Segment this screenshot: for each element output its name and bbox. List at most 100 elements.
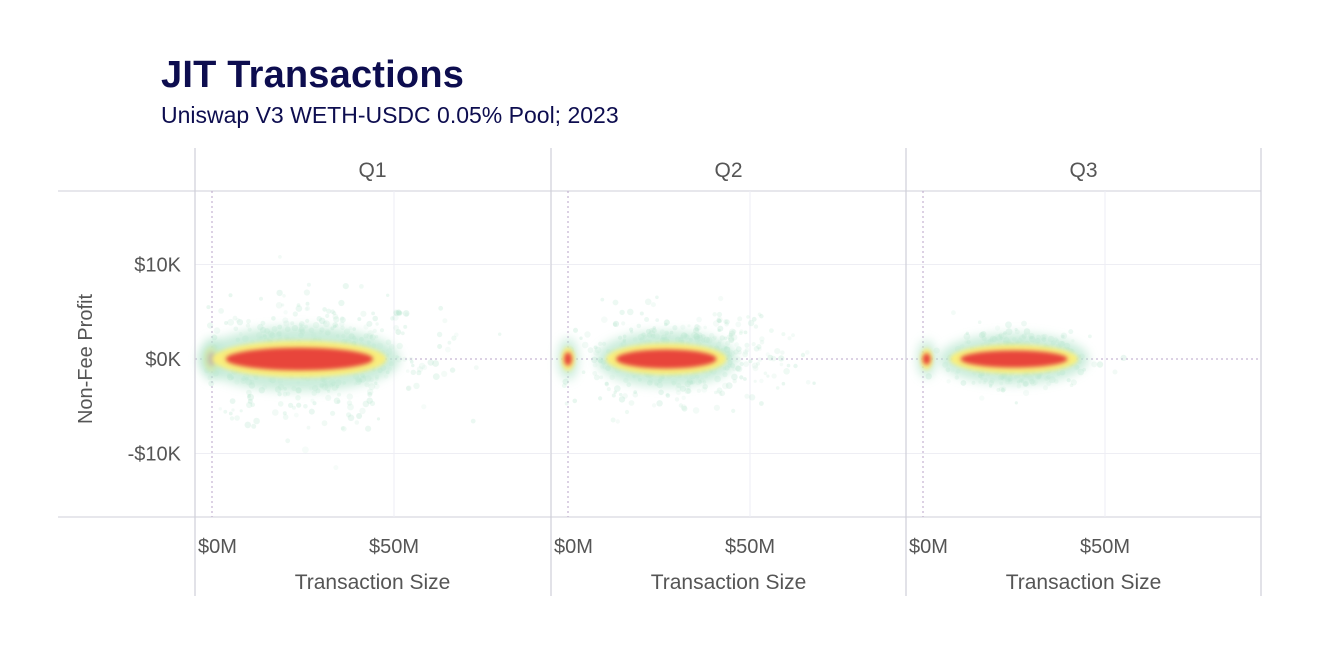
scatter-point <box>340 325 345 330</box>
scatter-point <box>413 382 420 390</box>
scatter-point <box>229 398 236 404</box>
x-tick-label: $0M <box>554 536 593 558</box>
scatter-point <box>572 398 578 404</box>
scatter-point <box>743 349 749 355</box>
scatter-point <box>213 327 221 334</box>
scatter-point <box>347 414 355 422</box>
scatter-point <box>712 320 720 327</box>
scatter-point <box>1023 389 1030 397</box>
scatter-point <box>696 316 702 323</box>
scatter-point <box>664 319 670 326</box>
scatter-point <box>367 388 374 396</box>
scatter-point <box>757 312 762 317</box>
scatter-point <box>581 341 589 349</box>
scatter-point <box>305 301 310 306</box>
scatter-point <box>298 323 303 328</box>
scatter-point <box>728 332 733 337</box>
scatter-points-q2 <box>557 295 816 424</box>
scatter-point <box>598 341 603 346</box>
y-axis-title: Non-Fee Profit <box>75 294 97 424</box>
scatter-point <box>612 320 620 327</box>
scatter-point <box>296 303 301 307</box>
scatter-point <box>339 321 345 327</box>
scatter-point <box>737 350 742 355</box>
scatter-point <box>759 314 764 319</box>
y-tick-label: $10K <box>134 255 181 277</box>
scatter-point <box>1021 320 1027 327</box>
scatter-point <box>360 310 367 317</box>
scatter-point <box>1001 386 1007 392</box>
scatter-point <box>333 324 337 329</box>
scatter-point <box>630 330 634 334</box>
scatter-point <box>751 362 759 369</box>
scatter-point <box>731 373 738 381</box>
scatter-point <box>282 411 287 416</box>
scatter-point <box>323 320 330 328</box>
scatter-point <box>678 403 684 408</box>
scatter-point <box>996 387 1001 392</box>
scatter-point <box>447 340 452 345</box>
scatter-point <box>728 330 736 337</box>
scatter-point <box>766 374 770 378</box>
scatter-point <box>322 307 327 312</box>
scatter-point <box>759 378 764 384</box>
scatter-point <box>352 327 357 331</box>
scatter-point <box>729 328 736 336</box>
scatter-point <box>611 393 616 398</box>
scatter-point <box>312 321 320 329</box>
scatter-point <box>627 308 634 316</box>
scatter-point <box>451 335 457 341</box>
scatter-point <box>719 390 726 397</box>
scatter-point <box>1061 334 1065 339</box>
scatter-point <box>757 357 763 362</box>
scatter-point <box>701 386 708 393</box>
scatter-point <box>367 391 373 397</box>
scatter-point <box>716 316 723 323</box>
scatter-point <box>725 382 733 389</box>
scatter-point <box>963 333 971 340</box>
scatter-point <box>290 321 295 326</box>
scatter-point <box>980 331 987 337</box>
scatter-point <box>628 400 635 406</box>
scatter-point <box>717 318 722 324</box>
scatter-point <box>393 310 400 317</box>
scatter-point <box>405 369 410 373</box>
scatter-point <box>743 330 748 335</box>
scatter-point <box>260 320 266 326</box>
scatter-point <box>604 381 609 386</box>
scatter-point <box>285 391 291 396</box>
scatter-point <box>655 295 659 300</box>
scatter-point <box>1016 384 1022 389</box>
scatter-point <box>593 345 598 350</box>
scatter-point <box>1068 329 1074 335</box>
scatter-point <box>805 350 810 355</box>
density-core <box>616 349 717 369</box>
scatter-point <box>437 344 443 349</box>
scatter-point <box>718 295 724 302</box>
scatter-point <box>371 311 375 316</box>
scatter-point <box>965 331 969 335</box>
scatter-point <box>592 362 598 368</box>
scatter-point <box>675 390 681 396</box>
scatter-point <box>648 328 654 333</box>
scatter-point <box>613 390 617 394</box>
scatter-point <box>410 360 414 364</box>
scatter-point <box>375 322 379 326</box>
scatter-point <box>374 383 380 390</box>
scatter-point <box>686 388 692 394</box>
scatter-point <box>612 322 618 327</box>
scatter-point <box>357 317 362 322</box>
scatter-point <box>411 363 415 368</box>
scatter-point <box>312 401 317 406</box>
scatter-point <box>656 400 663 407</box>
scatter-point <box>1014 329 1020 335</box>
scatter-point <box>769 328 774 333</box>
scatter-point <box>432 373 440 380</box>
x-axis-title: Transaction Size <box>651 571 807 594</box>
scatter-point <box>283 320 290 327</box>
scatter-point <box>651 403 657 408</box>
scatter-point <box>744 342 750 348</box>
scatter-point <box>441 370 448 377</box>
scatter-point <box>728 337 735 343</box>
scatter-point <box>716 389 721 395</box>
